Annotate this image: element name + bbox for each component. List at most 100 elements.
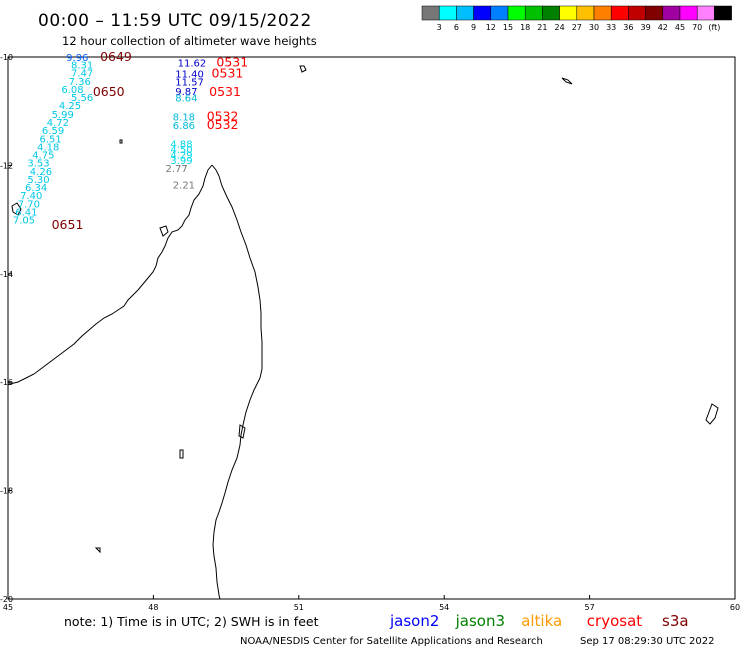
wave-height-value: 4.75	[32, 151, 54, 162]
satellite-legend-cryosat: cryosat	[587, 612, 642, 630]
wave-height-value: 6.08	[61, 85, 83, 96]
pass-time-label: 0531	[216, 54, 248, 69]
y-tick-label: -16	[0, 378, 13, 387]
wave-height-value: 6.41	[15, 207, 37, 218]
small-islet-c	[94, 547, 101, 554]
y-tick-label: -14	[0, 270, 13, 279]
colorbar-swatch	[696, 5, 715, 21]
y-axis-ticks: -10 -12 -14 -16 -18 -20	[0, 53, 13, 604]
wave-height-value: 7.47	[71, 69, 93, 80]
colorbar-label: 45	[675, 23, 685, 32]
wave-height-value: 7.70	[18, 199, 40, 210]
colorbar-label: 9	[471, 23, 476, 32]
x-tick-label: 54	[439, 603, 449, 612]
colorbar-label: 15	[503, 23, 513, 32]
x-axis-ticks: 45 48 51 54 57 60	[3, 595, 740, 612]
wave-height-value: 3.99	[170, 156, 192, 167]
wave-height-value: 11.57	[175, 77, 204, 88]
wave-height-value: 4.18	[37, 142, 59, 153]
colorbar-label: 6	[454, 23, 459, 32]
x-tick-label: 51	[294, 603, 304, 612]
colorbar-swatch	[438, 5, 457, 21]
y-tick-label: -18	[0, 487, 13, 496]
colorbar-swatch	[628, 5, 646, 21]
wave-height-value: 2.77	[166, 164, 188, 175]
colorbar-legend: 3 6 9 12 15 18 21 24 27 30 33 36 39 42 45 70 (ft)	[421, 5, 732, 32]
colorbar-swatch	[542, 5, 560, 21]
wave-height-value: 8.64	[175, 94, 197, 105]
colorbar-swatch	[473, 5, 492, 21]
wave-height-value: 4.50	[170, 145, 192, 156]
wave-height-value: 8.18	[173, 113, 195, 124]
colorbar-swatch	[610, 5, 629, 21]
page-title: 00:00 – 11:59 UTC 09/15/2022	[38, 11, 312, 31]
colorbar-swatch	[662, 5, 681, 21]
colorbar-label: 3	[437, 23, 442, 32]
colorbar-swatch	[576, 5, 595, 21]
colorbar-label: 24	[555, 23, 565, 32]
wave-height-value: 4.29	[170, 151, 192, 162]
colorbar-swatch	[679, 5, 698, 21]
wave-height-value: 6.34	[25, 183, 47, 194]
satellite-legend: jason2 jason3 altika cryosat s3a	[389, 612, 689, 630]
coastline	[7, 65, 719, 600]
colorbar-label: 27	[572, 23, 582, 32]
tromelin-island	[705, 403, 719, 425]
y-tick-label: -10	[0, 53, 13, 62]
wave-height-observations: 9.968.317.477.366.085.564.255.994.726.59…	[13, 53, 206, 227]
wave-height-value: 9.96	[66, 53, 88, 64]
colorbar-label: 33	[606, 23, 616, 32]
pass-time-label: 0531	[212, 65, 244, 80]
glorioso-island	[561, 77, 573, 85]
colorbar-label: 30	[589, 23, 599, 32]
wave-height-value: 4.72	[47, 118, 69, 129]
pass-time-label: 0532	[207, 117, 239, 132]
wave-height-value: 4.88	[170, 140, 192, 151]
small-islet-b	[238, 424, 246, 439]
satellite-legend-jason3: jason3	[455, 612, 505, 630]
wave-height-value: 2.21	[173, 180, 195, 191]
colorbar-label: (ft)	[708, 23, 720, 32]
small-islet-e	[119, 139, 123, 144]
footer-source: NOAA/NESDIS Center for Satellite Applica…	[240, 636, 543, 647]
satellite-legend-s3a: s3a	[662, 612, 689, 630]
nosy-be-island	[159, 225, 169, 237]
small-islet-a	[299, 65, 307, 73]
small-islet-d	[179, 449, 184, 459]
x-tick-label: 57	[585, 603, 595, 612]
colorbar-swatch	[456, 5, 474, 21]
pass-time-label: 0532	[207, 109, 239, 124]
pass-time-label: 0650	[93, 84, 125, 99]
colorbar-swatch	[714, 5, 732, 21]
wave-height-value: 4.26	[30, 167, 52, 178]
wave-height-value: 6.51	[40, 134, 62, 145]
colorbar-label: 70	[692, 23, 702, 32]
units-note: note: 1) Time is in UTC; 2) SWH is in fe…	[64, 614, 319, 629]
x-tick-label: 48	[148, 603, 158, 612]
wave-height-value: 11.40	[175, 69, 204, 80]
colorbar-label: 21	[537, 23, 547, 32]
wave-height-value: 5.30	[27, 175, 49, 186]
mayotte-island	[11, 202, 22, 216]
colorbar-label: 36	[623, 23, 633, 32]
y-tick-label: -12	[0, 161, 13, 170]
wave-height-value: 7.40	[20, 191, 42, 202]
footer-timestamp: Sep 17 08:29:30 UTC 2022	[580, 636, 714, 647]
madagascar-nw-coastline	[7, 164, 213, 386]
map-frame	[7, 56, 736, 600]
wave-height-value: 7.36	[69, 77, 91, 88]
wave-height-value: 3.53	[27, 159, 49, 170]
pass-time-label: 0649	[100, 49, 132, 64]
wave-height-value: 6.86	[173, 121, 195, 132]
wave-height-value: 8.31	[71, 61, 93, 72]
wave-height-value: 5.56	[71, 93, 93, 104]
colorbar-swatch	[645, 5, 664, 21]
pass-time-label: 0651	[52, 217, 84, 232]
wave-height-value: 4.25	[59, 101, 81, 112]
colorbar-label: 12	[486, 23, 496, 32]
wave-height-value: 7.05	[13, 216, 35, 227]
wave-height-value: 11.62	[178, 58, 207, 69]
colorbar-swatch	[559, 5, 578, 21]
